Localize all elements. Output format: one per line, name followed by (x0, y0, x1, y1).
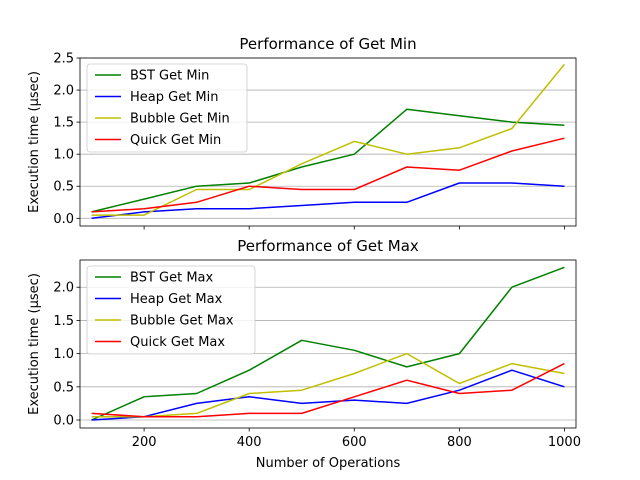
chart-title: Performance of Get Min (239, 35, 416, 53)
y-tick-label: 1.0 (53, 148, 74, 163)
series-line-bst-get-max (91, 266, 565, 421)
y-tick-label: 1.0 (53, 347, 74, 362)
series-line-heap-get-min (91, 182, 565, 220)
y-tick-label: 0.0 (53, 414, 74, 429)
x-tick-label: 800 (447, 435, 472, 450)
chart-get-max: 0.0 0.5 1.0 1.5 2.0 200 400 600 800 1000 Performan… (27, 237, 581, 450)
legend-entry: Heap Get Max (130, 292, 223, 307)
legend-entry: BST Get Min (130, 69, 209, 84)
legend-entry: Heap Get Min (130, 90, 219, 105)
y-tick-label: 0.5 (53, 380, 74, 395)
y-tick-label: 2.0 (53, 281, 74, 296)
legend-box (86, 63, 248, 153)
y-tick-label: 0.0 (53, 212, 74, 227)
y-tick-label: 2.0 (53, 84, 74, 99)
series-line-quick-get-max (91, 362, 565, 418)
y-tick-label: 1.5 (53, 116, 74, 131)
y-tick-label: 2.5 (53, 52, 74, 67)
x-tick-label: 200 (132, 435, 157, 450)
x-tick-label: 600 (342, 435, 367, 450)
y-axis-label: Execution time (μsec) (27, 71, 42, 213)
plot-frame (79, 259, 577, 429)
series-line-quick-get-min (91, 137, 565, 213)
chart-title: Performance of Get Max (237, 237, 419, 255)
series-line-bst-get-min (91, 108, 565, 213)
legend-entry: Bubble Get Max (130, 314, 234, 329)
legend-box (86, 265, 256, 355)
y-tick-label: 1.5 (53, 314, 74, 329)
y-axis-label: Execution time (μsec) (27, 273, 42, 415)
chart-get-min: 0.0 0.5 1.0 1.5 2.0 2.5 Performance of Get Min… (27, 35, 577, 230)
legend-entry: Quick Get Max (130, 335, 225, 350)
series-line-heap-get-max (91, 369, 565, 421)
legend-entry: Quick Get Min (130, 133, 221, 148)
legend-entry: BST Get Max (130, 271, 213, 286)
x-tick-label: 400 (237, 435, 262, 450)
plot-frame (79, 57, 577, 227)
series-line-bubble-get-max (91, 352, 565, 418)
series-line-bubble-get-min (91, 63, 565, 216)
x-tick-label: 1000 (548, 435, 581, 450)
y-tick-label: 0.5 (53, 180, 74, 195)
x-axis-label: Number of Operations (256, 456, 401, 471)
legend-entry: Bubble Get Min (130, 112, 230, 127)
